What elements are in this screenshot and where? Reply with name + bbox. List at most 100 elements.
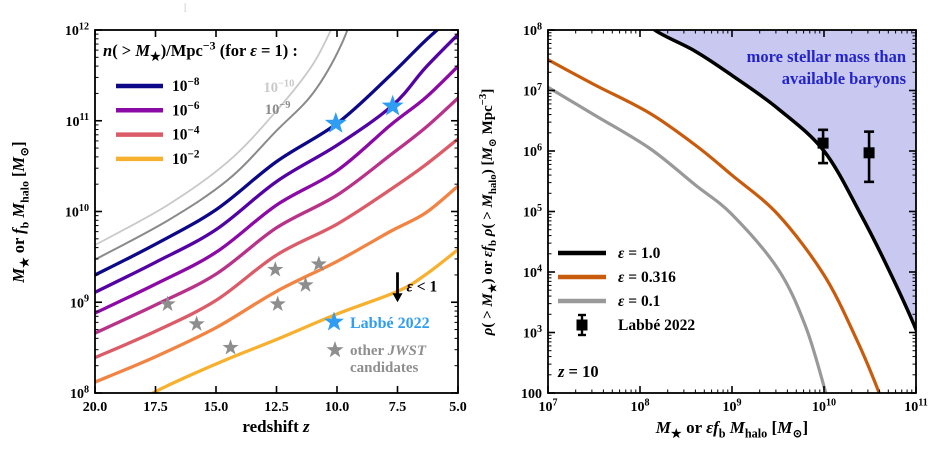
label-seg: ★ <box>150 49 161 63</box>
label-seg: halo <box>487 174 499 194</box>
label-seg: 10 <box>630 400 644 415</box>
label-seg: 15.0 <box>204 400 229 415</box>
label-seg: other <box>350 343 388 359</box>
label-seg: ⊙ <box>17 147 31 157</box>
label-seg: −6 <box>188 100 200 112</box>
right-clip-group <box>548 30 916 393</box>
legend-label-eps-2: ε = 0.1 <box>618 293 660 310</box>
curve-label-10−10: 10−10 <box>264 78 295 96</box>
curve-eps-2 <box>548 85 828 393</box>
label-seg: 12.5 <box>264 400 289 415</box>
x-tick-label: 109 <box>722 397 741 415</box>
epsilon-arrow-head <box>392 293 403 303</box>
right-xlabel: M★ or εfb Mhalo [M⊙] <box>655 418 808 440</box>
label-seg: M <box>9 202 28 219</box>
jwst-candidate-star <box>159 295 176 311</box>
curve-n1e-6 <box>95 64 458 315</box>
x-tick-label: 108 <box>630 397 649 415</box>
label-seg: ] <box>480 89 496 94</box>
label-seg: b <box>487 240 499 246</box>
y-tick-label: 106 <box>523 142 542 160</box>
legend-label-labbe: Labbé 2022 <box>618 317 695 334</box>
label-seg: ε <box>407 278 414 295</box>
label-seg: [ <box>767 418 777 437</box>
label-seg: 9 <box>736 397 741 408</box>
label-seg: ε <box>706 418 713 437</box>
label-seg: 10 <box>523 206 537 221</box>
label-seg: = 0.1 <box>624 293 660 310</box>
label-seg: ( > <box>480 207 496 228</box>
label-seg: 10 <box>70 387 84 402</box>
left-legend: n( > M★)/Mpc−3 (for ε = 1) :10−810−610−4… <box>103 38 298 168</box>
x-tick-label: 7.5 <box>389 400 407 415</box>
label-seg: 12 <box>79 21 89 32</box>
left-xlabel: redshift z <box>242 417 310 436</box>
label-seg: 100 <box>521 387 542 402</box>
jwst-legend-label-2: candidates <box>350 360 419 376</box>
label-seg: 7.5 <box>389 400 407 415</box>
label-seg: −9 <box>279 100 290 111</box>
label-seg: JWST <box>387 343 427 359</box>
label-seg: b <box>719 426 726 440</box>
label-seg: halo <box>745 426 767 440</box>
label-seg: 10 <box>523 85 537 100</box>
label-seg: 10.0 <box>325 400 350 415</box>
label-seg: ε <box>480 250 496 257</box>
label-seg: = 1) : <box>257 41 298 60</box>
legend-square-marker <box>576 319 588 331</box>
curve-label-10−9: 10−9 <box>265 100 291 118</box>
x-tick-label: 1010 <box>812 397 836 415</box>
label-seg: Labbé 2022 <box>350 315 430 332</box>
label-seg: 10 <box>172 127 188 144</box>
curve-n1e-10 <box>95 30 332 246</box>
label-seg: 8 <box>84 384 89 395</box>
x-tick-label: 1011 <box>904 397 928 415</box>
epsilon-lt-1-label: ε < 1 <box>407 278 438 295</box>
legend-label-eps-0: ε = 1.0 <box>618 245 661 262</box>
jwst-candidate-star <box>188 315 205 331</box>
label-seg: −8 <box>188 76 200 88</box>
label-seg: M <box>480 147 496 162</box>
label-seg: b <box>17 221 31 228</box>
label-seg: ρ <box>480 327 496 336</box>
curve-n1e-2 <box>149 247 458 393</box>
y-tick-label: 105 <box>523 203 542 221</box>
label-seg: 8 <box>537 21 542 32</box>
label-seg: M <box>480 293 496 308</box>
label-seg: ε <box>618 269 625 286</box>
label-seg: 17.5 <box>143 400 168 415</box>
jwst-candidate-star <box>267 261 284 277</box>
label-seg: M <box>480 193 496 208</box>
curve-n1e-8 <box>95 30 440 277</box>
label-seg: 11 <box>79 112 89 123</box>
label-seg: 4 <box>537 263 542 274</box>
region-label-1: more stellar mass than <box>747 47 906 66</box>
label-seg: Labbé 2022 <box>618 317 695 334</box>
label-seg: 10 <box>904 400 918 415</box>
y-tick-label: 1010 <box>65 203 89 221</box>
curve-n1e-5 <box>95 96 458 335</box>
label-seg: 10 <box>65 115 79 130</box>
y-tick-label: 108 <box>70 384 89 402</box>
label-seg: 10 <box>722 400 736 415</box>
label-seg: = 1.0 <box>624 245 660 262</box>
label-seg: M <box>776 418 793 437</box>
label-seg: ★ <box>17 257 31 268</box>
label-seg: M <box>655 418 672 437</box>
jwst-candidate-star <box>310 255 327 272</box>
curve-n1e-9 <box>95 30 349 261</box>
label-seg: 10 <box>264 80 279 96</box>
label-seg: 10 <box>523 266 537 281</box>
label-seg: 10 <box>172 151 188 168</box>
curve-n1e-3 <box>95 184 458 384</box>
labbe-star <box>381 94 404 116</box>
label-seg: < 1 <box>413 278 437 295</box>
right-legend: ε = 1.0 ε = 0.316 ε = 0.1 Labbé 2022 <box>558 245 695 337</box>
legend-label-10−8: 10−8 <box>172 76 200 95</box>
label-seg: f <box>713 418 721 437</box>
labbe-star <box>324 111 347 133</box>
y-tick-label: 103 <box>523 324 542 342</box>
label-seg: = 0.316 <box>624 269 676 286</box>
